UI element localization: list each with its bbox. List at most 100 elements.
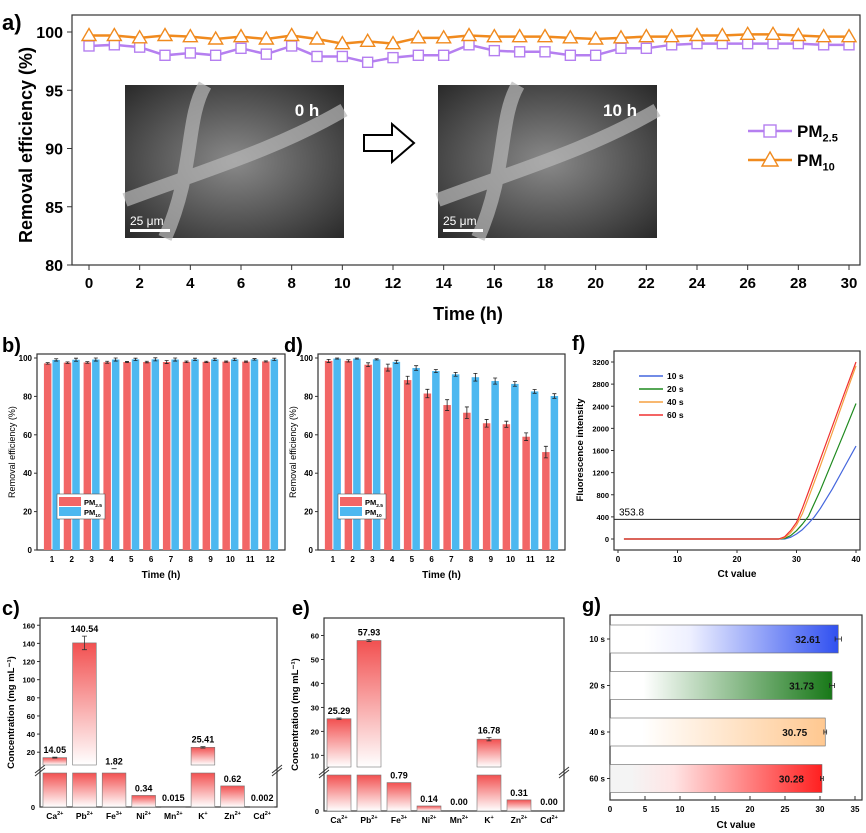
x-tick-label: Ca2+ [330,815,347,825]
data-point-pm25 [513,46,526,58]
data-point-pm25 [260,48,273,60]
inset-time-label: 0 h [295,101,320,120]
data-point-pm25 [589,49,602,61]
x-tick-label: 20 [733,555,742,564]
bar-pm25 [242,361,250,550]
data-point-pm25 [564,49,577,61]
value-label: 14.05 [44,745,67,755]
bar-pm10 [230,359,239,550]
ion-symbol: Zn [224,811,234,821]
error-bar [105,360,110,364]
data-point-pm25 [133,41,146,53]
scale-bar [130,229,170,232]
x-tick-label: K+ [484,815,493,825]
ion-charge: 2+ [430,815,436,821]
error-bar [326,358,331,363]
data-point-pm25 [463,39,475,51]
ion-charge: + [490,815,493,821]
y-tick-label: 2000 [592,424,609,433]
x-tick-label: 8 [189,555,194,564]
value-label: 25.41 [192,735,215,745]
x-tick-label: 3 [370,555,375,564]
fiber-shape [122,81,348,241]
x-tick-label: 15 [711,805,720,814]
scale-bar [443,229,483,232]
bar-pm25 [182,361,191,550]
ion-symbol: Mn [450,815,462,825]
legend-name: PM [797,151,823,170]
x-tick-label: 35 [851,805,860,814]
x-tick-label: Zn2+ [511,815,528,825]
bar-pm10 [471,377,480,550]
error-bar [81,635,87,651]
bar-pm10 [250,359,259,550]
value-label: 30.75 [782,728,807,739]
ion-symbol: Ca [46,811,57,821]
bar-pm25 [103,362,111,550]
value-label: 25.29 [328,706,351,716]
error-bar [532,389,537,394]
plot-frame [609,614,863,801]
x-tick-label: 0 [608,805,613,814]
bar-pm25 [143,362,151,550]
legend-label: PM10 [797,151,835,173]
x-tick-label: 9 [489,555,494,564]
data-point-pm10 [536,28,554,43]
error-bar [200,746,206,749]
bar-pm10 [92,359,100,550]
bar-upper-segment [190,747,216,766]
legend-label: PM2.5 [84,498,102,509]
ion-symbol: Zn [511,815,521,825]
x-tick-label: 2 [70,555,75,564]
panel-g-ct-value-bars: g) 0 5 10 15 20 25 30 35 Ct value 32.61 10 s 31.73 20… [582,595,863,831]
data-point-pm10 [435,29,452,44]
x-tick-label: 6 [149,555,154,564]
legend-name: PM [365,508,376,517]
bar-upper-segment [72,642,97,766]
x-tick-label: 4 [186,275,195,292]
x-tick-label: 6 [237,275,245,292]
error-bar [524,432,529,441]
threshold-label: 353.8 [619,507,644,518]
x-tick-label: K+ [198,811,207,821]
error-bar [113,357,118,362]
x-tick-label: 11 [526,555,535,564]
bar-lower-segment [190,772,216,808]
data-point-pm25 [235,42,247,55]
data-point-pm25 [741,37,754,50]
error-bar [823,729,828,735]
y-tick-label: 100 [22,676,35,685]
value-label: 140.54 [71,624,99,634]
y-tick-label: 800 [596,491,609,500]
bar-pm10 [72,359,80,550]
data-point-pm10 [840,28,858,43]
break-gap [318,771,570,779]
x-tick-label: 9 [208,555,213,564]
x-tick-label: 26 [739,275,756,292]
x-tick-label: 24 [689,275,706,292]
value-label: 0.34 [135,783,153,793]
data-point-pm10 [688,27,706,42]
y-tick-label: 80 [304,392,313,401]
x-tick-label: 5 [643,805,648,814]
curve-10s [623,445,857,540]
x-tick-label: 0 [85,275,93,292]
ion-charge: 2+ [521,815,527,821]
legend-name: PM [365,498,376,507]
error-bar [93,357,98,362]
bar-pm10 [211,359,219,550]
data-point-pm10 [486,28,503,43]
data-point-pm10 [207,30,224,45]
panel-label: f) [572,333,585,355]
bar-pm25 [83,362,92,550]
x-tick-label: 8 [469,555,474,564]
error-bar [445,399,450,411]
y-axis-title: Concentration (mg mL⁻¹) [6,656,17,769]
x-tick-label: 10 [673,555,682,564]
bar-upper-segment [326,718,352,768]
error-bar [164,360,169,364]
y-tick-label: 40 [311,679,319,688]
legend-subscript: 2.5 [376,503,383,509]
bar-pm25 [262,361,270,550]
error-bar [512,381,517,387]
